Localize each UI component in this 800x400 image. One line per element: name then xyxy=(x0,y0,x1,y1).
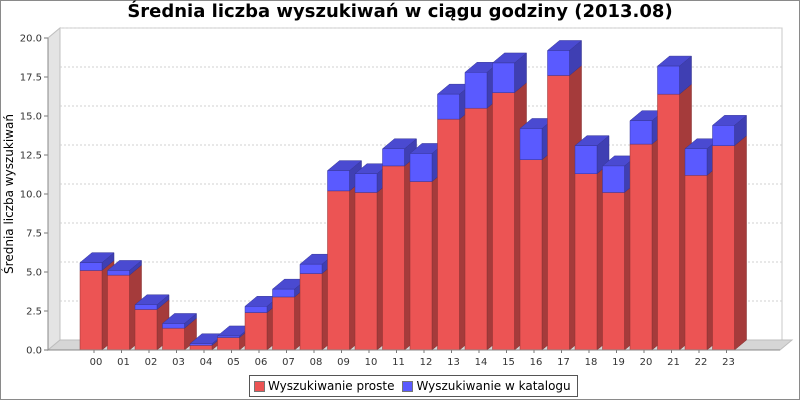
x-tick-label: 01 xyxy=(117,357,130,368)
x-tick-label: 06 xyxy=(255,357,268,368)
x-tick-label: 18 xyxy=(585,357,598,368)
bar-series-1 xyxy=(711,135,748,351)
x-tick-label: 13 xyxy=(447,357,460,368)
x-tick-label: 00 xyxy=(90,357,103,368)
x-tick-label: 03 xyxy=(172,357,185,368)
legend-item-series-2: Wyszukiwanie w katalogu xyxy=(402,379,571,393)
legend-label-series-1: Wyszukiwanie proste xyxy=(268,379,395,393)
bar-series-2 xyxy=(79,252,115,271)
bar-series-2 xyxy=(381,138,418,167)
y-tick-label: 2.5 xyxy=(26,307,42,318)
bar-series-2 xyxy=(546,39,583,76)
x-tick-label: 05 xyxy=(227,357,240,368)
legend-swatch-series-1 xyxy=(254,380,265,392)
x-tick-label: 22 xyxy=(695,357,708,368)
chart-legend: Wyszukiwanie proste Wyszukiwanie w katal… xyxy=(249,375,578,397)
x-tick-label: 21 xyxy=(667,357,680,368)
bar-series-2 xyxy=(491,52,528,94)
y-tick-label: 0.0 xyxy=(26,346,42,357)
x-tick-label: 15 xyxy=(502,357,515,368)
y-tick-label: 10.0 xyxy=(20,190,42,201)
bar-series-2 xyxy=(601,155,638,193)
x-tick-label: 08 xyxy=(310,357,323,368)
x-tick-label: 17 xyxy=(557,357,570,368)
x-tick-label: 20 xyxy=(640,357,653,368)
legend-label-series-2: Wyszukiwanie w katalogu xyxy=(416,379,571,393)
x-tick-label: 19 xyxy=(612,357,625,368)
x-tick-label: 07 xyxy=(282,357,295,368)
x-tick-label: 16 xyxy=(530,357,543,368)
bar-series-2 xyxy=(134,294,170,310)
x-tick-label: 04 xyxy=(200,357,213,368)
bar-series-2 xyxy=(656,55,693,95)
bar-series-2 xyxy=(711,114,748,147)
x-tick-label: 09 xyxy=(337,357,350,368)
x-tick-label: 23 xyxy=(722,357,735,368)
y-tick-label: 5.0 xyxy=(26,268,42,279)
legend-item-series-1: Wyszukiwanie proste xyxy=(254,379,394,393)
y-tick-label: 7.5 xyxy=(26,229,42,240)
plot-left-wall xyxy=(47,26,61,352)
x-tick-label: 10 xyxy=(365,357,378,368)
legend-swatch-series-2 xyxy=(402,380,414,392)
chart-title: Średnia liczba wyszukiwań w ciągu godzin… xyxy=(127,1,673,22)
x-tick-label: 02 xyxy=(145,357,158,368)
y-tick-label: 15.0 xyxy=(20,112,42,123)
y-tick-label: 12.5 xyxy=(20,151,42,162)
y-tick-label: 17.5 xyxy=(20,73,42,84)
y-tick-label: 20.0 xyxy=(20,34,42,45)
x-tick-label: 11 xyxy=(392,357,405,368)
x-tick-label: 12 xyxy=(420,357,433,368)
bar-series-2 xyxy=(106,259,143,276)
bar-series-2 xyxy=(161,312,198,329)
y-axis-label: Średnia liczba wyszukiwań xyxy=(1,114,16,274)
x-tick-label: 14 xyxy=(475,357,488,368)
